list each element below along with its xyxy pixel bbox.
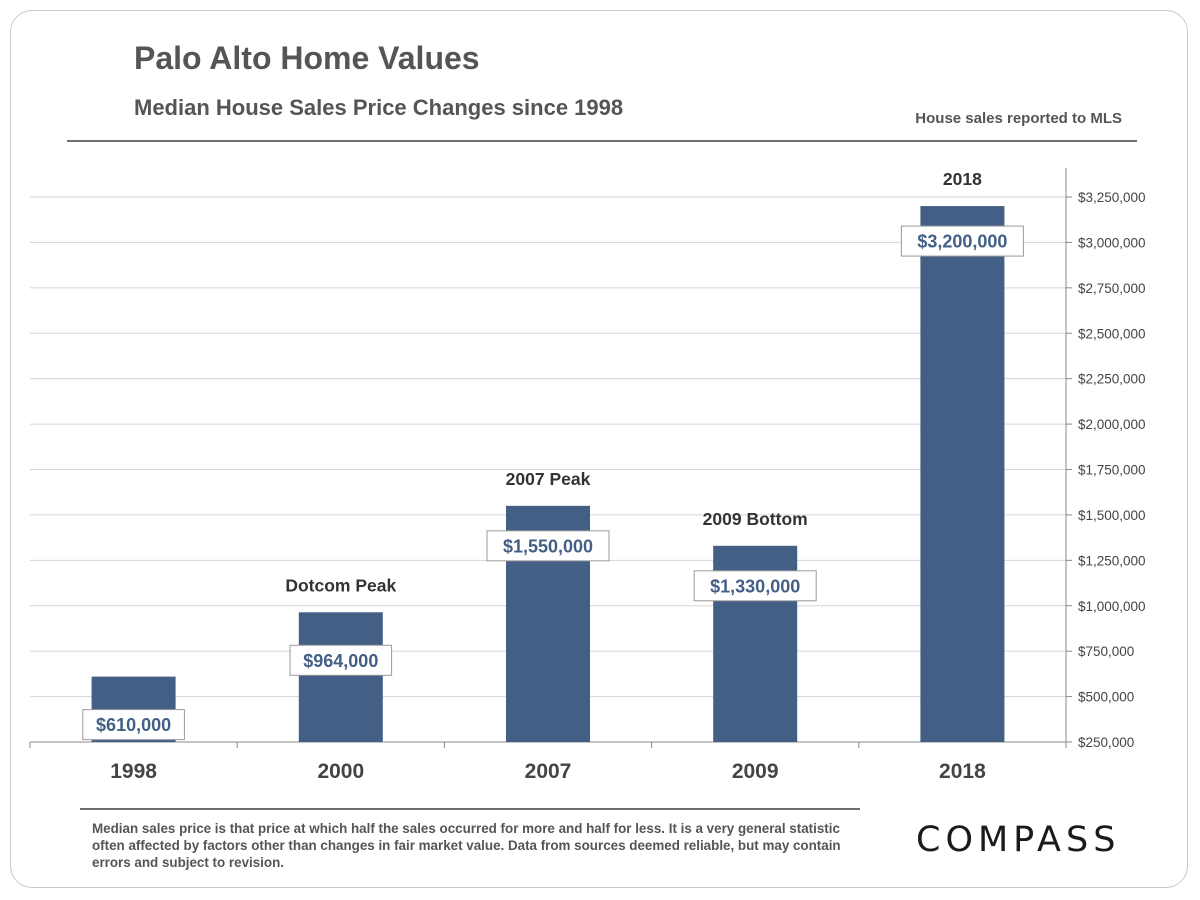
bar-annotation: 2007 Peak [506, 469, 591, 489]
footer-divider [80, 808, 860, 810]
footnote: Median sales price is that price at whic… [92, 821, 841, 870]
chart-subtitle: Median House Sales Price Changes since 1… [134, 95, 624, 120]
y-tick-label: $1,250,000 [1078, 553, 1146, 568]
bar-chart: $250,000 $500,000 $750,000 $1,000,000 $1,250… [29, 168, 1146, 783]
source-note: House sales reported to MLS [915, 110, 1122, 127]
chart-title: Palo Alto Home Values [134, 40, 480, 76]
x-tick-label: 2000 [317, 760, 364, 783]
y-tick-label: $2,250,000 [1078, 372, 1146, 387]
data-label: $964,000 [303, 651, 378, 671]
y-tick-label: $2,500,000 [1078, 326, 1146, 341]
y-tick-label: $1,750,000 [1078, 463, 1146, 478]
data-label-box [82, 709, 185, 741]
x-tick-label: 2018 [939, 760, 986, 783]
compass-logo: COMPASS [916, 820, 1121, 860]
bar-annotation: 2018 [943, 169, 982, 189]
x-tick-label: 2007 [525, 760, 572, 783]
y-tick-label: $3,250,000 [1078, 190, 1146, 205]
bar [920, 206, 1005, 743]
bar-annotation: 2009 Bottom [703, 509, 808, 529]
x-tick-label: 2009 [732, 760, 779, 783]
data-label-box [693, 570, 817, 602]
data-label-box [289, 644, 393, 676]
bar [298, 612, 383, 742]
data-label: $610,000 [96, 715, 171, 735]
data-label: $1,550,000 [503, 536, 593, 556]
data-label: $1,330,000 [710, 576, 800, 596]
y-tick-label: $2,750,000 [1078, 281, 1146, 296]
data-label: $3,200,000 [917, 232, 1007, 252]
y-tick-label: $3,000,000 [1078, 235, 1146, 250]
y-tick-label: $750,000 [1078, 644, 1134, 659]
x-tick-label: 1998 [110, 760, 157, 783]
bar-annotation: Dotcom Peak [285, 575, 396, 595]
y-tick-label: $1,000,000 [1078, 599, 1146, 614]
y-tick-label: $1,500,000 [1078, 508, 1146, 523]
data-label-box [900, 225, 1024, 257]
y-tick-label: $2,000,000 [1078, 417, 1146, 432]
data-label-box [486, 530, 610, 562]
header-divider [67, 140, 1137, 142]
y-tick-label: $500,000 [1078, 690, 1134, 705]
y-tick-label: $250,000 [1078, 735, 1134, 750]
